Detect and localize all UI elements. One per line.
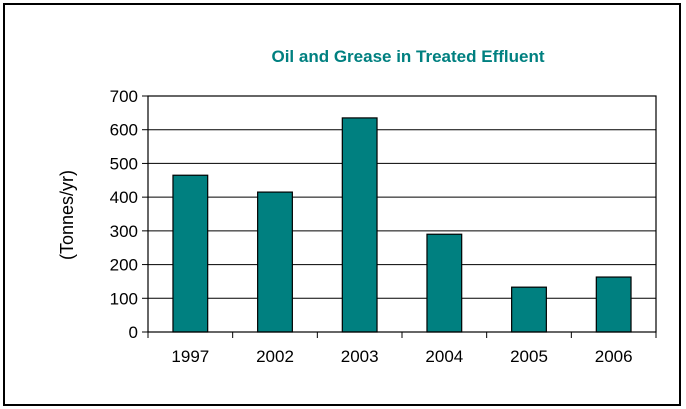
x-tick-label: 2004 xyxy=(425,347,463,366)
bar-2004 xyxy=(426,233,463,333)
x-tick-label: 2005 xyxy=(510,347,548,366)
x-tick-label: 2003 xyxy=(341,347,379,366)
y-tick-labels: 0 100 200 300 400 500 600 700 xyxy=(110,87,138,342)
bars xyxy=(172,117,632,333)
axes xyxy=(142,95,657,338)
y-tick-label: 600 xyxy=(110,121,138,140)
x-tick-labels: 1997 2002 2003 2004 2005 2006 xyxy=(171,347,632,366)
x-tick-label: 2002 xyxy=(256,347,294,366)
y-tick-label: 400 xyxy=(110,188,138,207)
y-tick-label: 300 xyxy=(110,222,138,241)
y-tick-label: 500 xyxy=(110,154,138,173)
y-tick-label: 700 xyxy=(110,87,138,106)
y-tick-label: 200 xyxy=(110,256,138,275)
y-axis-label: (Tonnes/yr) xyxy=(57,170,77,260)
bar-2003 xyxy=(341,117,378,333)
plot-area xyxy=(147,95,657,333)
y-tick-label: 100 xyxy=(110,289,138,308)
x-tick-label: 1997 xyxy=(171,347,209,366)
x-tick-label: 2006 xyxy=(595,347,633,366)
bar-2002 xyxy=(257,191,293,333)
bar-1997 xyxy=(172,174,209,333)
bar-2006 xyxy=(595,276,632,333)
chart-title: Oil and Grease in Treated Effluent xyxy=(271,47,545,66)
y-tick-label: 0 xyxy=(129,323,138,342)
gridlines xyxy=(148,95,656,299)
bar-2005 xyxy=(511,286,547,333)
